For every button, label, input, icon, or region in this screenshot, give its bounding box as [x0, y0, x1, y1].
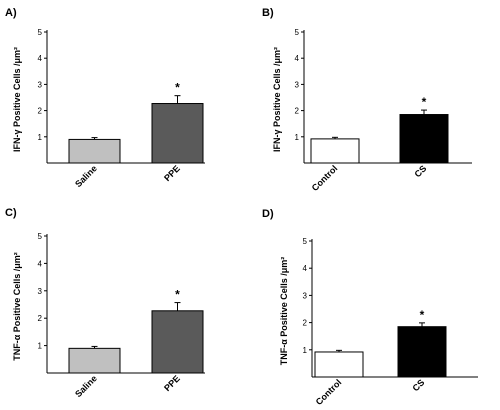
y-tick-label: 3: [38, 80, 43, 89]
category-label: PPE: [162, 163, 182, 183]
bar-ppe: [151, 310, 204, 374]
y-tick-label: 4: [295, 54, 300, 63]
y-tick-label: 5: [295, 28, 300, 37]
y-tick-label: 4: [38, 54, 43, 63]
y-tick-label: 2: [295, 107, 300, 116]
y-axis-title: IFN-γ Positive Cells /μm²: [272, 47, 282, 152]
significance-marker: *: [175, 81, 180, 95]
y-axis-title: IFN-γ Positive Cells /μm²: [12, 47, 22, 152]
y-tick-label: 5: [303, 237, 308, 246]
significance-marker: *: [420, 308, 425, 322]
bar-saline: [68, 138, 121, 164]
category-label: Control: [314, 377, 344, 407]
panel-letter: B): [262, 7, 274, 19]
y-tick-label: 4: [38, 259, 43, 268]
y-tick-label: 3: [295, 80, 300, 89]
bar-control: [314, 351, 364, 378]
category-label: Saline: [73, 373, 99, 399]
panel-letter: C): [5, 207, 17, 219]
panel-d: D) 1 2 3 4 5 TNF-α Positive Cells /μm² Control *…: [262, 208, 478, 407]
y-axis-title: TNF-α Positive Cells /μm²: [12, 252, 22, 361]
y-tick-label: 5: [38, 28, 43, 37]
y-tick-label: 1: [295, 133, 300, 142]
bar-control: [310, 138, 360, 164]
category-label: PPE: [162, 373, 182, 393]
category-label: Control: [310, 163, 340, 193]
panel-letter: A): [5, 7, 17, 19]
category-label: CS: [410, 377, 426, 393]
significance-marker: *: [175, 288, 180, 302]
panel-b: B) 1 2 3 4 5 IFN-γ Positive Cells /μm² Control *…: [262, 7, 472, 193]
bar-saline: [68, 347, 121, 374]
y-tick-label: 1: [38, 133, 43, 142]
category-label: Saline: [73, 163, 99, 189]
y-tick-label: 3: [38, 287, 43, 296]
category-label: CS: [412, 163, 428, 179]
y-tick-label: 2: [38, 314, 43, 323]
y-tick-label: 4: [303, 264, 308, 273]
panel-letter: D): [262, 208, 274, 220]
y-tick-label: 2: [38, 107, 43, 116]
y-tick-label: 2: [303, 319, 308, 328]
y-axis-title: TNF-α Positive Cells /μm²: [279, 257, 289, 366]
bar-cs: [399, 114, 449, 164]
y-tick-label: 1: [38, 342, 43, 351]
panel-a: A) 1 2 3 4 5 IFN-γ Positive Cells /μm² Saline * P…: [5, 7, 205, 189]
y-tick-label: 5: [38, 232, 43, 241]
y-tick-label: 3: [303, 291, 308, 300]
y-tick-label: 1: [303, 346, 308, 355]
significance-marker: *: [422, 95, 427, 109]
panel-c: C) 1 2 3 4 5 TNF-α Positive Cells /μm² Saline * P…: [5, 207, 205, 399]
bar-ppe: [151, 103, 204, 164]
bar-cs: [397, 326, 447, 378]
